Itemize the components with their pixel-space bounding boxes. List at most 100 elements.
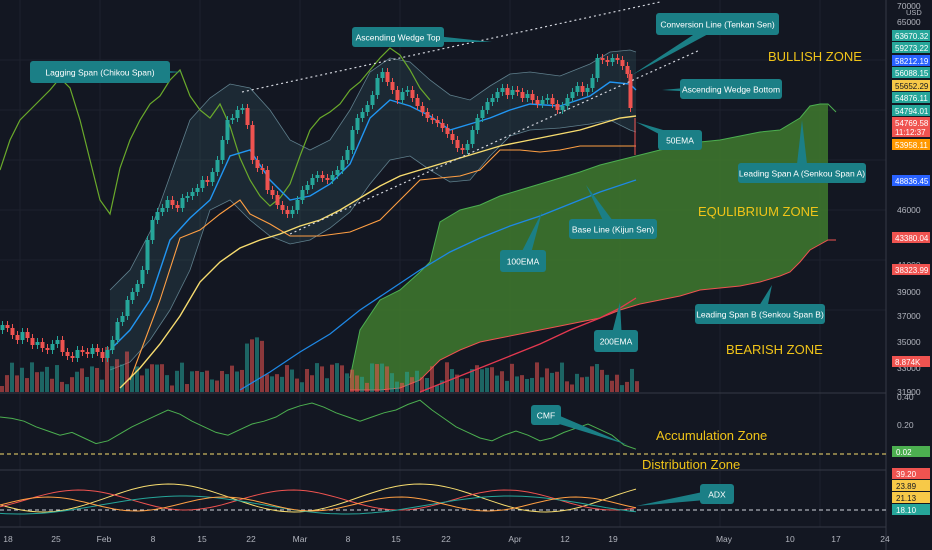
candle: [410, 90, 415, 98]
volume-bar: [535, 362, 539, 392]
volume-bar: [480, 369, 484, 392]
candle: [275, 195, 280, 205]
volume-bar: [110, 366, 114, 392]
zone-label-bullish: BULLISH ZONE: [768, 49, 862, 64]
price-tick-label: 46000: [897, 205, 921, 215]
zone-label-bearish: BEARISH ZONE: [726, 342, 823, 357]
ema50-line: [119, 115, 637, 389]
callout-box: [531, 405, 561, 425]
volume-bar: [130, 375, 134, 392]
candle: [430, 118, 435, 120]
volume-bar: [590, 366, 594, 392]
volume-bar: [550, 372, 554, 392]
candle: [475, 118, 480, 130]
volume-bar: [470, 369, 474, 392]
candle: [595, 58, 600, 78]
callout-label: 50EMA: [666, 136, 694, 146]
candle: [480, 110, 485, 118]
candle: [230, 118, 235, 120]
bollinger-band: [109, 49, 637, 371]
cmf-tick-label: 0.40: [897, 392, 914, 402]
candle: [75, 350, 80, 358]
candle: [385, 72, 390, 82]
candle: [515, 90, 520, 92]
volume-bar: [75, 371, 79, 392]
candle: [565, 98, 570, 106]
volume-bar: [600, 369, 604, 392]
volume-bar: [430, 366, 434, 392]
candle: [295, 200, 300, 210]
candle: [455, 140, 460, 148]
candle: [345, 150, 350, 160]
candle: [350, 130, 355, 150]
candle: [500, 88, 505, 92]
volume-bar: [340, 365, 344, 392]
price-badge-label: 56088.15: [895, 69, 929, 78]
candle: [165, 200, 170, 208]
volume-bar: [300, 382, 304, 392]
volume-bar: [350, 369, 354, 392]
volume-bar: [270, 376, 274, 392]
time-tick-label: 15: [391, 534, 401, 544]
volume-bar: [290, 369, 294, 392]
time-tick-label: 15: [197, 534, 207, 544]
volume-bar: [220, 370, 224, 392]
price-tick-label: 70000: [897, 1, 921, 11]
callout-label: Leading Span A (Senkou Span A): [739, 169, 865, 179]
volume-bar: [370, 363, 374, 392]
candle: [540, 100, 545, 104]
candle: [285, 210, 290, 214]
candle: [95, 348, 100, 352]
callout-pointer: [636, 489, 717, 506]
candle: [100, 352, 105, 358]
volume-bar: [275, 374, 279, 392]
price-badge: [892, 55, 930, 66]
time-tick-label: Feb: [97, 534, 112, 544]
volume-bar: [235, 371, 239, 392]
candle: [70, 356, 75, 358]
candle: [520, 92, 525, 98]
candle: [115, 322, 120, 340]
candle: [535, 100, 540, 104]
tenkan-sen: [109, 81, 637, 351]
candle: [510, 90, 515, 95]
volume-bar: [400, 382, 404, 392]
candle: [470, 130, 475, 144]
volume-bar: [295, 378, 299, 392]
candle: [170, 200, 175, 205]
candle: [485, 102, 490, 110]
indicator-lines: [0, 47, 637, 393]
candle: [260, 168, 265, 170]
price-badge-label: 48836.45: [895, 177, 929, 186]
volume-bar: [610, 380, 614, 392]
price-badge: [892, 117, 930, 128]
callout-pointer: [796, 120, 808, 173]
volume-bar: [5, 375, 9, 392]
callout-label: Lagging Span (Chikou Span): [45, 68, 154, 78]
volume-bar: [190, 371, 194, 392]
adx-badge: [892, 468, 930, 479]
adx-badge-label: 39.20: [896, 470, 917, 479]
volume-bar: [120, 364, 124, 392]
candle: [10, 328, 15, 335]
volume-bar: [85, 376, 89, 392]
candle: [530, 94, 535, 100]
candle: [185, 196, 190, 198]
candle: [550, 98, 555, 104]
time-tick-label: May: [716, 534, 733, 544]
time-tick-label: 8: [346, 534, 351, 544]
candle: [90, 348, 95, 354]
candle: [25, 332, 30, 338]
callout-ema50: 50EMA: [636, 122, 702, 150]
volume-bar: [580, 377, 584, 392]
time-tick-label: 12: [560, 534, 570, 544]
volume-bar: [375, 364, 379, 392]
candle: [600, 58, 605, 60]
price-badge: [892, 126, 930, 137]
volume-bar: [145, 368, 149, 392]
volume-bar: [245, 343, 249, 392]
candle: [495, 92, 500, 98]
callout-pointer: [546, 410, 628, 445]
time-tick-label: Apr: [508, 534, 521, 544]
time-tick-label: 10: [785, 534, 795, 544]
